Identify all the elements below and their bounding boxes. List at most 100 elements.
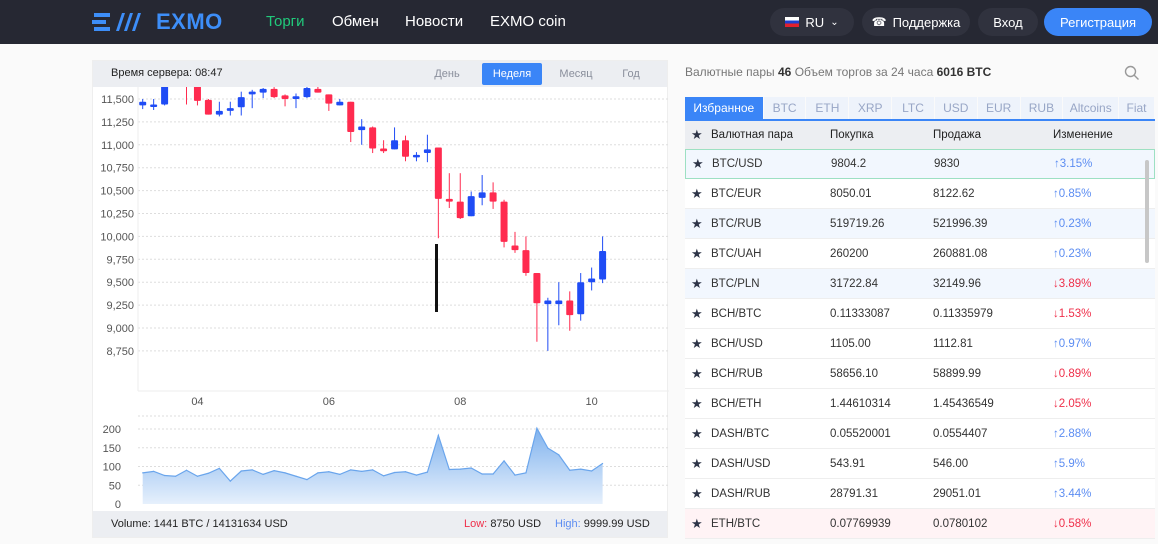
exmo-logo[interactable]: EXMO <box>92 9 223 35</box>
favorite-star-icon[interactable]: ★ <box>691 395 703 411</box>
table-row[interactable]: ★ DASH/USD 543.91 546.00 ↑5.9% <box>685 449 1155 479</box>
login-button[interactable]: Вход <box>978 8 1038 36</box>
table-row[interactable]: ★ BCH/ETH 1.44610314 1.45436549 ↓2.05% <box>685 389 1155 419</box>
favorite-star-icon[interactable]: ★ <box>691 185 703 201</box>
table-row[interactable]: ★ DASH/BTC 0.05520001 0.0554407 ↑2.88% <box>685 419 1155 449</box>
candle-body <box>577 282 585 315</box>
candle-body <box>314 88 322 93</box>
volume-point <box>229 480 231 482</box>
nav-exmo-coin[interactable]: EXMO coin <box>490 13 566 30</box>
favorite-star-icon[interactable]: ★ <box>691 305 703 321</box>
volume-point <box>284 472 286 474</box>
table-scrollbar[interactable] <box>1145 160 1149 263</box>
sell-price: 9830 <box>934 158 960 170</box>
buy-price: 8050.01 <box>830 187 872 200</box>
tab-xrp[interactable]: XRP <box>849 97 892 119</box>
table-row[interactable]: ★ BTC/PLN 31722.84 32149.96 ↓3.89% <box>685 269 1155 299</box>
tab-избранное[interactable]: Избранное <box>685 97 763 119</box>
pair-name: BTC/PLN <box>711 277 760 290</box>
tab-rub[interactable]: RUB <box>1020 97 1063 119</box>
volume-point <box>207 472 209 474</box>
nav-news[interactable]: Новости <box>405 13 464 30</box>
tab-fiat[interactable]: Fiat <box>1119 97 1154 119</box>
favorite-star-icon[interactable]: ★ <box>691 485 703 501</box>
change-value: ↑0.23% <box>1053 247 1092 260</box>
tab-eur[interactable]: EUR <box>977 97 1020 119</box>
table-row[interactable]: ★ BTC/RUB 519719.26 521996.39 ↑0.23% <box>685 209 1155 239</box>
candle-body <box>456 201 464 219</box>
volume-point <box>295 475 297 477</box>
tab-altcoins[interactable]: Altcoins <box>1063 97 1119 119</box>
volume-point <box>503 460 505 462</box>
period-month[interactable]: Месяц <box>559 68 593 80</box>
chevron-down-icon: ⌄ <box>830 16 839 28</box>
favorite-star-icon[interactable]: ★ <box>691 365 703 381</box>
buy-price: 519719.26 <box>830 217 885 230</box>
tab-usd[interactable]: USD <box>934 97 977 119</box>
volume-point <box>470 467 472 469</box>
table-row[interactable]: ★ BCH/BTC 0.11333087 0.11335979 ↓1.53% <box>685 299 1155 329</box>
candle-body <box>281 95 289 99</box>
arrow-up-icon: ↑ <box>1053 427 1059 440</box>
y-tick-label: 11,000 <box>101 140 134 152</box>
register-button[interactable]: Регистрация <box>1044 8 1152 36</box>
buy-price: 0.11333087 <box>830 307 890 320</box>
arrow-up-icon: ↑ <box>1053 487 1059 500</box>
favorite-star-icon[interactable]: ★ <box>691 215 703 231</box>
candle-body <box>347 101 355 132</box>
candle-body <box>511 245 519 251</box>
period-day[interactable]: День <box>434 68 460 80</box>
table-header: ★ Валютная пара Покупка Продажа Изменени… <box>685 121 1155 149</box>
candle-body <box>237 97 245 108</box>
buy-price: 1105.00 <box>830 337 871 350</box>
favorite-star-icon[interactable]: ★ <box>691 335 703 351</box>
table-row[interactable]: ★ BTC/UAH 260200 260881.08 ↑0.23% <box>685 239 1155 269</box>
favorite-star-icon[interactable]: ★ <box>691 425 703 441</box>
volume-point <box>459 468 461 470</box>
table-row[interactable]: ★ BTC/EUR 8050.01 8122.62 ↑0.85% <box>685 179 1155 209</box>
col-pair[interactable]: Валютная пара <box>711 128 793 141</box>
col-sell[interactable]: Продажа <box>933 128 981 141</box>
price-chart[interactable]: 11,500 11,250 11,000 10,750 10,500 10,250 10,0… <box>93 87 669 513</box>
y-tick-label: 9,750 <box>106 254 134 266</box>
period-year[interactable]: Год <box>622 68 640 80</box>
nav-exchange[interactable]: Обмен <box>332 13 379 30</box>
period-week[interactable]: Неделя <box>482 63 542 85</box>
favorite-star-icon[interactable]: ★ <box>691 275 703 291</box>
tab-ltc[interactable]: LTC <box>892 97 934 119</box>
candle-body <box>226 108 234 111</box>
table-row[interactable]: ★ BCH/RUB 58656.10 58899.99 ↓0.89% <box>685 359 1155 389</box>
candle-body <box>423 149 431 154</box>
arrow-up-icon: ↑ <box>1053 457 1059 470</box>
support-button[interactable]: ☎ Поддержка <box>862 8 970 36</box>
col-change[interactable]: Изменение <box>1053 128 1113 141</box>
buy-price: 31722.84 <box>830 277 878 290</box>
candle-body <box>248 91 256 95</box>
candle-body <box>566 300 574 316</box>
volume-point <box>580 468 582 470</box>
tab-eth[interactable]: ETH <box>806 97 849 119</box>
tab-btc[interactable]: BTC <box>763 97 806 119</box>
volume-point <box>481 473 483 475</box>
nav-trade[interactable]: Торги <box>266 13 305 30</box>
table-row[interactable]: ★ BTC/USD 9804.2 9830 ↑3.15% <box>685 149 1155 179</box>
favorite-star-icon[interactable]: ★ <box>691 515 703 531</box>
text-cursor-marker <box>435 244 438 312</box>
candle-body <box>150 104 158 107</box>
table-row[interactable]: ★ BCH/USD 1105.00 1112.81 ↑0.97% <box>685 329 1155 359</box>
favorite-star-icon[interactable]: ★ <box>692 156 704 171</box>
table-row[interactable]: ★ ETH/BTC 0.07769939 0.0780102 ↓0.58% <box>685 509 1155 539</box>
y-tick-label: 8,750 <box>106 346 134 358</box>
col-buy[interactable]: Покупка <box>830 128 874 141</box>
sell-price: 8122.62 <box>933 187 975 200</box>
volume-point <box>602 462 604 465</box>
low-price: Low: 8750 USD <box>464 518 542 530</box>
x-tick-label: 08 <box>454 396 466 408</box>
language-selector[interactable]: RU ⌄ <box>770 8 854 36</box>
arrow-up-icon: ↑ <box>1054 158 1060 170</box>
favorite-star-icon[interactable]: ★ <box>691 245 703 261</box>
y-tick-label: 9,000 <box>106 323 134 335</box>
favorite-star-icon[interactable]: ★ <box>691 455 703 471</box>
search-icon[interactable] <box>1124 65 1140 81</box>
table-row[interactable]: ★ DASH/RUB 28791.31 29051.01 ↑3.44% <box>685 479 1155 509</box>
